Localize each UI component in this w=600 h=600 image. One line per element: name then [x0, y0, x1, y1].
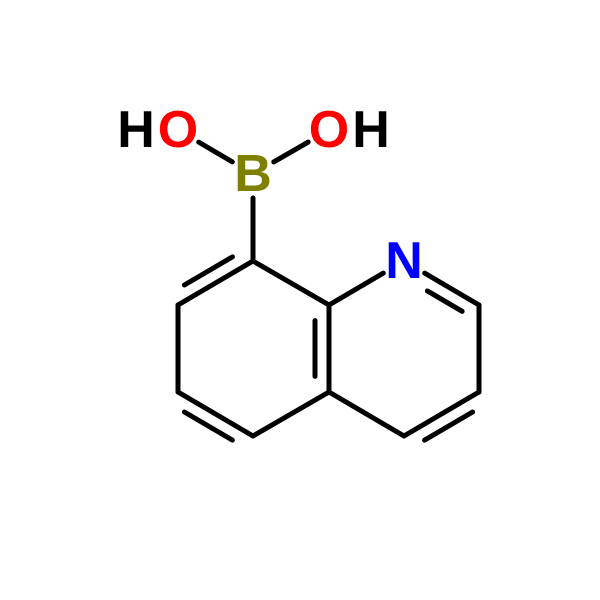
bond-single: [274, 142, 308, 162]
atom-h: H: [352, 101, 390, 159]
bond-single: [253, 261, 329, 305]
bond-single: [253, 392, 329, 436]
bond-double-main: [425, 273, 479, 305]
atom-n: N: [385, 232, 423, 290]
bond-single: [329, 392, 404, 436]
atom-h: H: [117, 101, 155, 159]
bond-double-inner: [425, 412, 473, 440]
bond-double-inner: [184, 412, 232, 440]
atom-o: O: [158, 101, 198, 159]
bond-double-inner: [184, 257, 232, 285]
bond-single: [329, 273, 383, 305]
atom-o: O: [309, 101, 349, 159]
bond-single: [199, 142, 233, 162]
atom-b: B: [234, 145, 272, 203]
chemical-structure: BOHOHN: [0, 0, 600, 600]
